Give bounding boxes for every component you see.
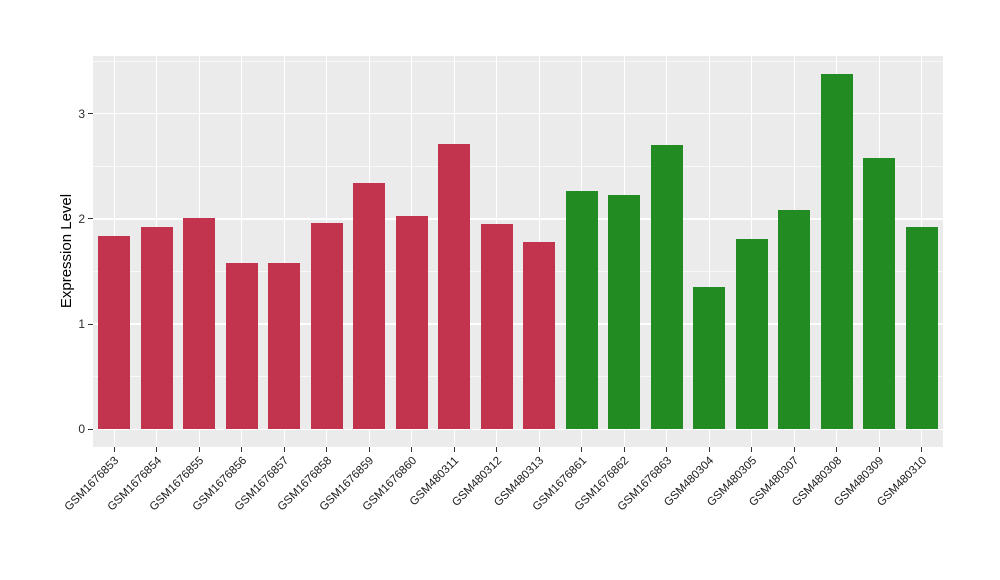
plot-panel — [93, 56, 943, 447]
bar-GSM480307 — [778, 210, 811, 430]
bar-GSM1676863 — [650, 145, 683, 430]
bar-GSM480311 — [438, 144, 471, 430]
bar-GSM1676853 — [98, 235, 131, 430]
y-gridline-minor — [93, 165, 943, 167]
x-axis-tick — [921, 447, 923, 452]
y-gridline-minor — [93, 60, 943, 62]
x-axis-tick — [878, 447, 880, 452]
x-axis-tick — [283, 447, 285, 452]
x-axis-tick — [793, 447, 795, 452]
y-gridline-major — [93, 428, 943, 430]
y-gridline-minor — [93, 376, 943, 378]
x-axis-tick — [156, 447, 158, 452]
y-gridline-major — [93, 218, 943, 220]
y-axis-tick — [88, 323, 93, 325]
x-axis-tick — [751, 447, 753, 452]
x-axis-tick — [538, 447, 540, 452]
y-gridline-major — [93, 113, 943, 115]
bar-GSM1676858 — [310, 223, 343, 430]
bar-GSM480309 — [863, 157, 896, 430]
x-gridline — [283, 56, 285, 447]
bar-GSM480308 — [820, 73, 853, 430]
x-axis-tick — [623, 447, 625, 452]
bar-GSM1676854 — [140, 227, 173, 430]
x-axis-tick — [241, 447, 243, 452]
bar-GSM1676862 — [608, 194, 641, 430]
x-axis-tick — [113, 447, 115, 452]
x-axis-tick — [326, 447, 328, 452]
x-gridline — [241, 56, 243, 447]
bar-GSM1676857 — [268, 263, 301, 430]
bar-GSM480304 — [693, 287, 726, 430]
y-gridline-minor — [93, 270, 943, 272]
y-axis-tick — [88, 428, 93, 430]
x-axis-tick — [581, 447, 583, 452]
x-axis-tick — [666, 447, 668, 452]
bar-GSM1676861 — [565, 190, 598, 430]
bar-GSM1676859 — [353, 183, 386, 430]
bar-GSM480310 — [905, 227, 938, 430]
bar-GSM480305 — [735, 238, 768, 430]
x-gridline — [708, 56, 710, 447]
x-axis-tick — [708, 447, 710, 452]
bar-GSM1676860 — [395, 215, 428, 430]
x-axis-tick — [198, 447, 200, 452]
x-axis-tick — [496, 447, 498, 452]
y-axis-tick — [88, 113, 93, 115]
bar-GSM480313 — [523, 242, 556, 430]
x-axis-tick — [836, 447, 838, 452]
y-axis-tick — [88, 218, 93, 220]
y-gridline-major — [93, 323, 943, 325]
bar-GSM1676856 — [225, 263, 258, 430]
y-tick-label: 1 — [78, 317, 85, 332]
y-tick-label: 3 — [78, 106, 85, 121]
y-tick-label: 0 — [78, 422, 85, 437]
bar-GSM1676855 — [183, 217, 216, 430]
x-axis-tick — [453, 447, 455, 452]
bar-GSM480312 — [480, 224, 513, 430]
y-tick-label: 2 — [78, 211, 85, 226]
x-axis-tick — [368, 447, 370, 452]
x-axis-tick — [411, 447, 413, 452]
